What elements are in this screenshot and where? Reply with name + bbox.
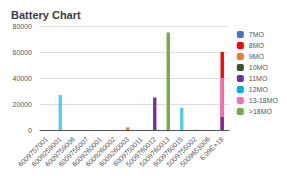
svg-text:8MO: 8MO (249, 42, 265, 49)
svg-text:6009260003: 6009260003 (97, 135, 131, 168)
svg-text:40000: 40000 (13, 75, 33, 82)
svg-text:7MO: 7MO (249, 31, 265, 38)
svg-text:0: 0 (28, 127, 32, 134)
svg-text:10MO: 10MO (249, 64, 269, 71)
svg-text:6.09E+18: 6.09E+18 (198, 135, 224, 161)
svg-text:6009260002: 6009260002 (84, 135, 117, 168)
svg-text:20000: 20000 (13, 101, 33, 108)
svg-text:9MO: 9MO (249, 53, 265, 60)
svg-text:5009653006: 5009653006 (178, 135, 212, 168)
svg-text:60000: 60000 (13, 49, 33, 56)
svg-text:6009755007: 6009755007 (57, 135, 90, 168)
svg-text:80000: 80000 (13, 23, 33, 30)
svg-text:5009755002: 5009755002 (165, 135, 198, 168)
svg-text:5009760012: 5009760012 (124, 135, 158, 168)
svg-text:6009760015: 6009760015 (151, 135, 185, 168)
svg-text:6009259001: 6009259001 (30, 135, 63, 168)
svg-text:6009750011: 6009750011 (111, 135, 144, 168)
svg-text:Battery Chart: Battery Chart (11, 9, 81, 21)
svg-text:6009759006: 6009759006 (43, 135, 77, 168)
svg-text:13-18MO: 13-18MO (249, 97, 279, 104)
svg-text:6009757001: 6009757001 (16, 135, 50, 168)
svg-text:5009760013: 5009760013 (138, 135, 171, 168)
svg-text:12MO: 12MO (249, 86, 269, 93)
svg-text:11MO: 11MO (249, 75, 268, 82)
svg-text:6009260001: 6009260001 (70, 135, 104, 168)
svg-text:>18MO: >18MO (249, 108, 273, 115)
